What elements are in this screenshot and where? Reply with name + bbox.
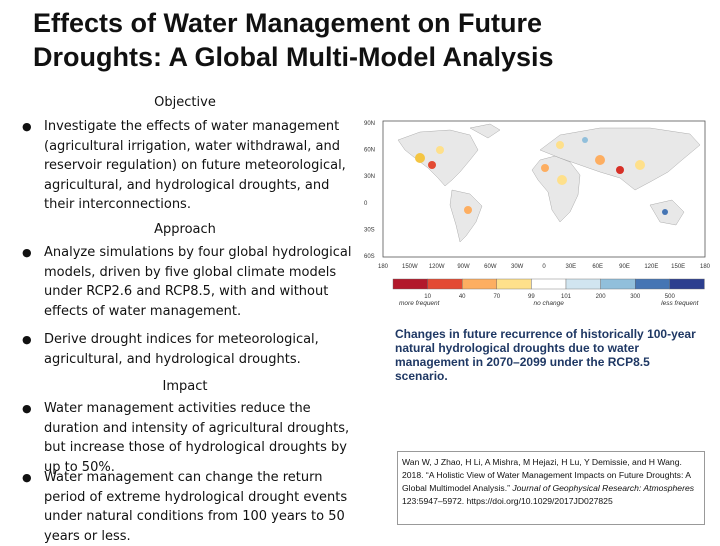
greenland xyxy=(469,123,501,139)
colorbar-label: 200 xyxy=(596,294,607,300)
lat-label: 90N xyxy=(364,121,375,127)
colorbar-segment xyxy=(392,278,428,290)
bullet-text: Derive drought indices for meteorologica… xyxy=(44,332,319,367)
colorbar-label: 40 xyxy=(459,294,466,300)
colorbar-segment xyxy=(531,278,567,290)
bullet: ● Derive drought indices for meteorologic… xyxy=(22,330,354,372)
bullet: ● Investigate the effects of water manage… xyxy=(22,117,354,212)
lat-label: 60S xyxy=(364,254,375,260)
lon-label: 120E xyxy=(644,264,658,270)
bullet-text: Water management can change the return p… xyxy=(44,470,348,544)
citation-text: Wan W, J Zhao, H Li, A Mishra, M Hejazi,… xyxy=(402,457,691,493)
citation-rest: 123:5947–5972. https://doi.org/10.1029/2… xyxy=(402,496,613,506)
colorbar-segment xyxy=(427,278,463,290)
spot xyxy=(436,146,444,154)
colorbar-note: less frequent xyxy=(661,300,699,307)
title-line: Effects of Water Management on Future xyxy=(33,8,543,38)
colorbar-note: no change xyxy=(534,300,565,307)
bullet-dot: ● xyxy=(22,402,32,415)
colorbar-label: 300 xyxy=(630,294,641,300)
bullet-dot: ● xyxy=(22,333,32,346)
lon-label: 120W xyxy=(429,264,445,270)
colorbar-segment xyxy=(462,278,498,290)
figure-caption: Changes in future recurrence of historic… xyxy=(395,327,696,383)
africa xyxy=(531,155,581,223)
spot xyxy=(541,164,549,172)
spot xyxy=(415,153,425,163)
spot xyxy=(464,206,472,214)
lat-label: 30N xyxy=(364,174,375,180)
spot xyxy=(582,137,588,143)
spot xyxy=(616,166,624,174)
citation-journal: Journal of Geophysical Research: Atmosph… xyxy=(512,483,695,493)
title-line: Droughts: A Global Multi-Model Analysis xyxy=(33,42,554,72)
citation: Wan W, J Zhao, H Li, A Mishra, M Hejazi,… xyxy=(397,451,705,525)
drought-spots xyxy=(415,137,668,215)
colorbar-label: 70 xyxy=(493,294,500,300)
lon-label: 150W xyxy=(402,264,418,270)
bullet-text: Analyze simulations by four global hydro… xyxy=(44,245,352,319)
colorbar-note: more frequent xyxy=(399,300,441,307)
spot xyxy=(635,160,645,170)
lon-label: 60W xyxy=(484,264,497,270)
bullet-dot: ● xyxy=(22,471,32,484)
colorbar-label: 99 xyxy=(528,294,535,300)
lon-label: 180 xyxy=(378,264,389,270)
section-heading: Impact xyxy=(162,379,208,394)
lon-label: 0 xyxy=(542,264,546,270)
land xyxy=(397,123,701,243)
colorbar-segment xyxy=(635,278,671,290)
colorbar: 10 40 70 99 101 200 300 500 more frequent no chan… xyxy=(392,278,705,307)
lon-label: 150E xyxy=(671,264,685,270)
colorbar-segment xyxy=(669,278,705,290)
lon-label: 60E xyxy=(592,264,603,270)
spot xyxy=(557,175,567,185)
colorbar-label: 10 xyxy=(424,294,431,300)
eurasia xyxy=(539,127,701,191)
lon-label: 180 xyxy=(700,264,711,270)
colorbar-label: 101 xyxy=(561,294,572,300)
lon-label: 30W xyxy=(511,264,524,270)
section-heading: Approach xyxy=(154,222,216,237)
south-america xyxy=(449,189,483,243)
lon-label: 90E xyxy=(619,264,630,270)
spot xyxy=(662,209,668,215)
spot xyxy=(428,161,436,169)
lat-label: 60N xyxy=(364,148,375,154)
colorbar-segment xyxy=(600,278,636,290)
lat-label: 0 xyxy=(364,201,368,207)
bullet-dot: ● xyxy=(22,246,32,259)
lat-label: 30S xyxy=(364,227,375,233)
colorbar-segment xyxy=(565,278,601,290)
colorbar-segment xyxy=(496,278,532,290)
colorbar-label: 500 xyxy=(665,294,676,300)
bullet: ● Water management can change the return … xyxy=(22,468,354,544)
lon-label: 90W xyxy=(457,264,470,270)
figure: 10 40 70 99 101 200 300 500 more frequent no chan… xyxy=(364,120,711,307)
bullet-dot: ● xyxy=(22,120,32,133)
bullet-text: Investigate the effects of water managem… xyxy=(44,119,346,212)
bullet-text: Water management activities reduce the d… xyxy=(44,401,350,475)
bullet: ● Water management activities reduce the … xyxy=(22,399,354,475)
spot xyxy=(595,155,605,165)
bullet: ● Analyze simulations by four global hydr… xyxy=(22,243,354,323)
spot xyxy=(556,141,564,149)
lon-label: 30E xyxy=(565,264,576,270)
section-heading: Objective xyxy=(154,95,216,110)
